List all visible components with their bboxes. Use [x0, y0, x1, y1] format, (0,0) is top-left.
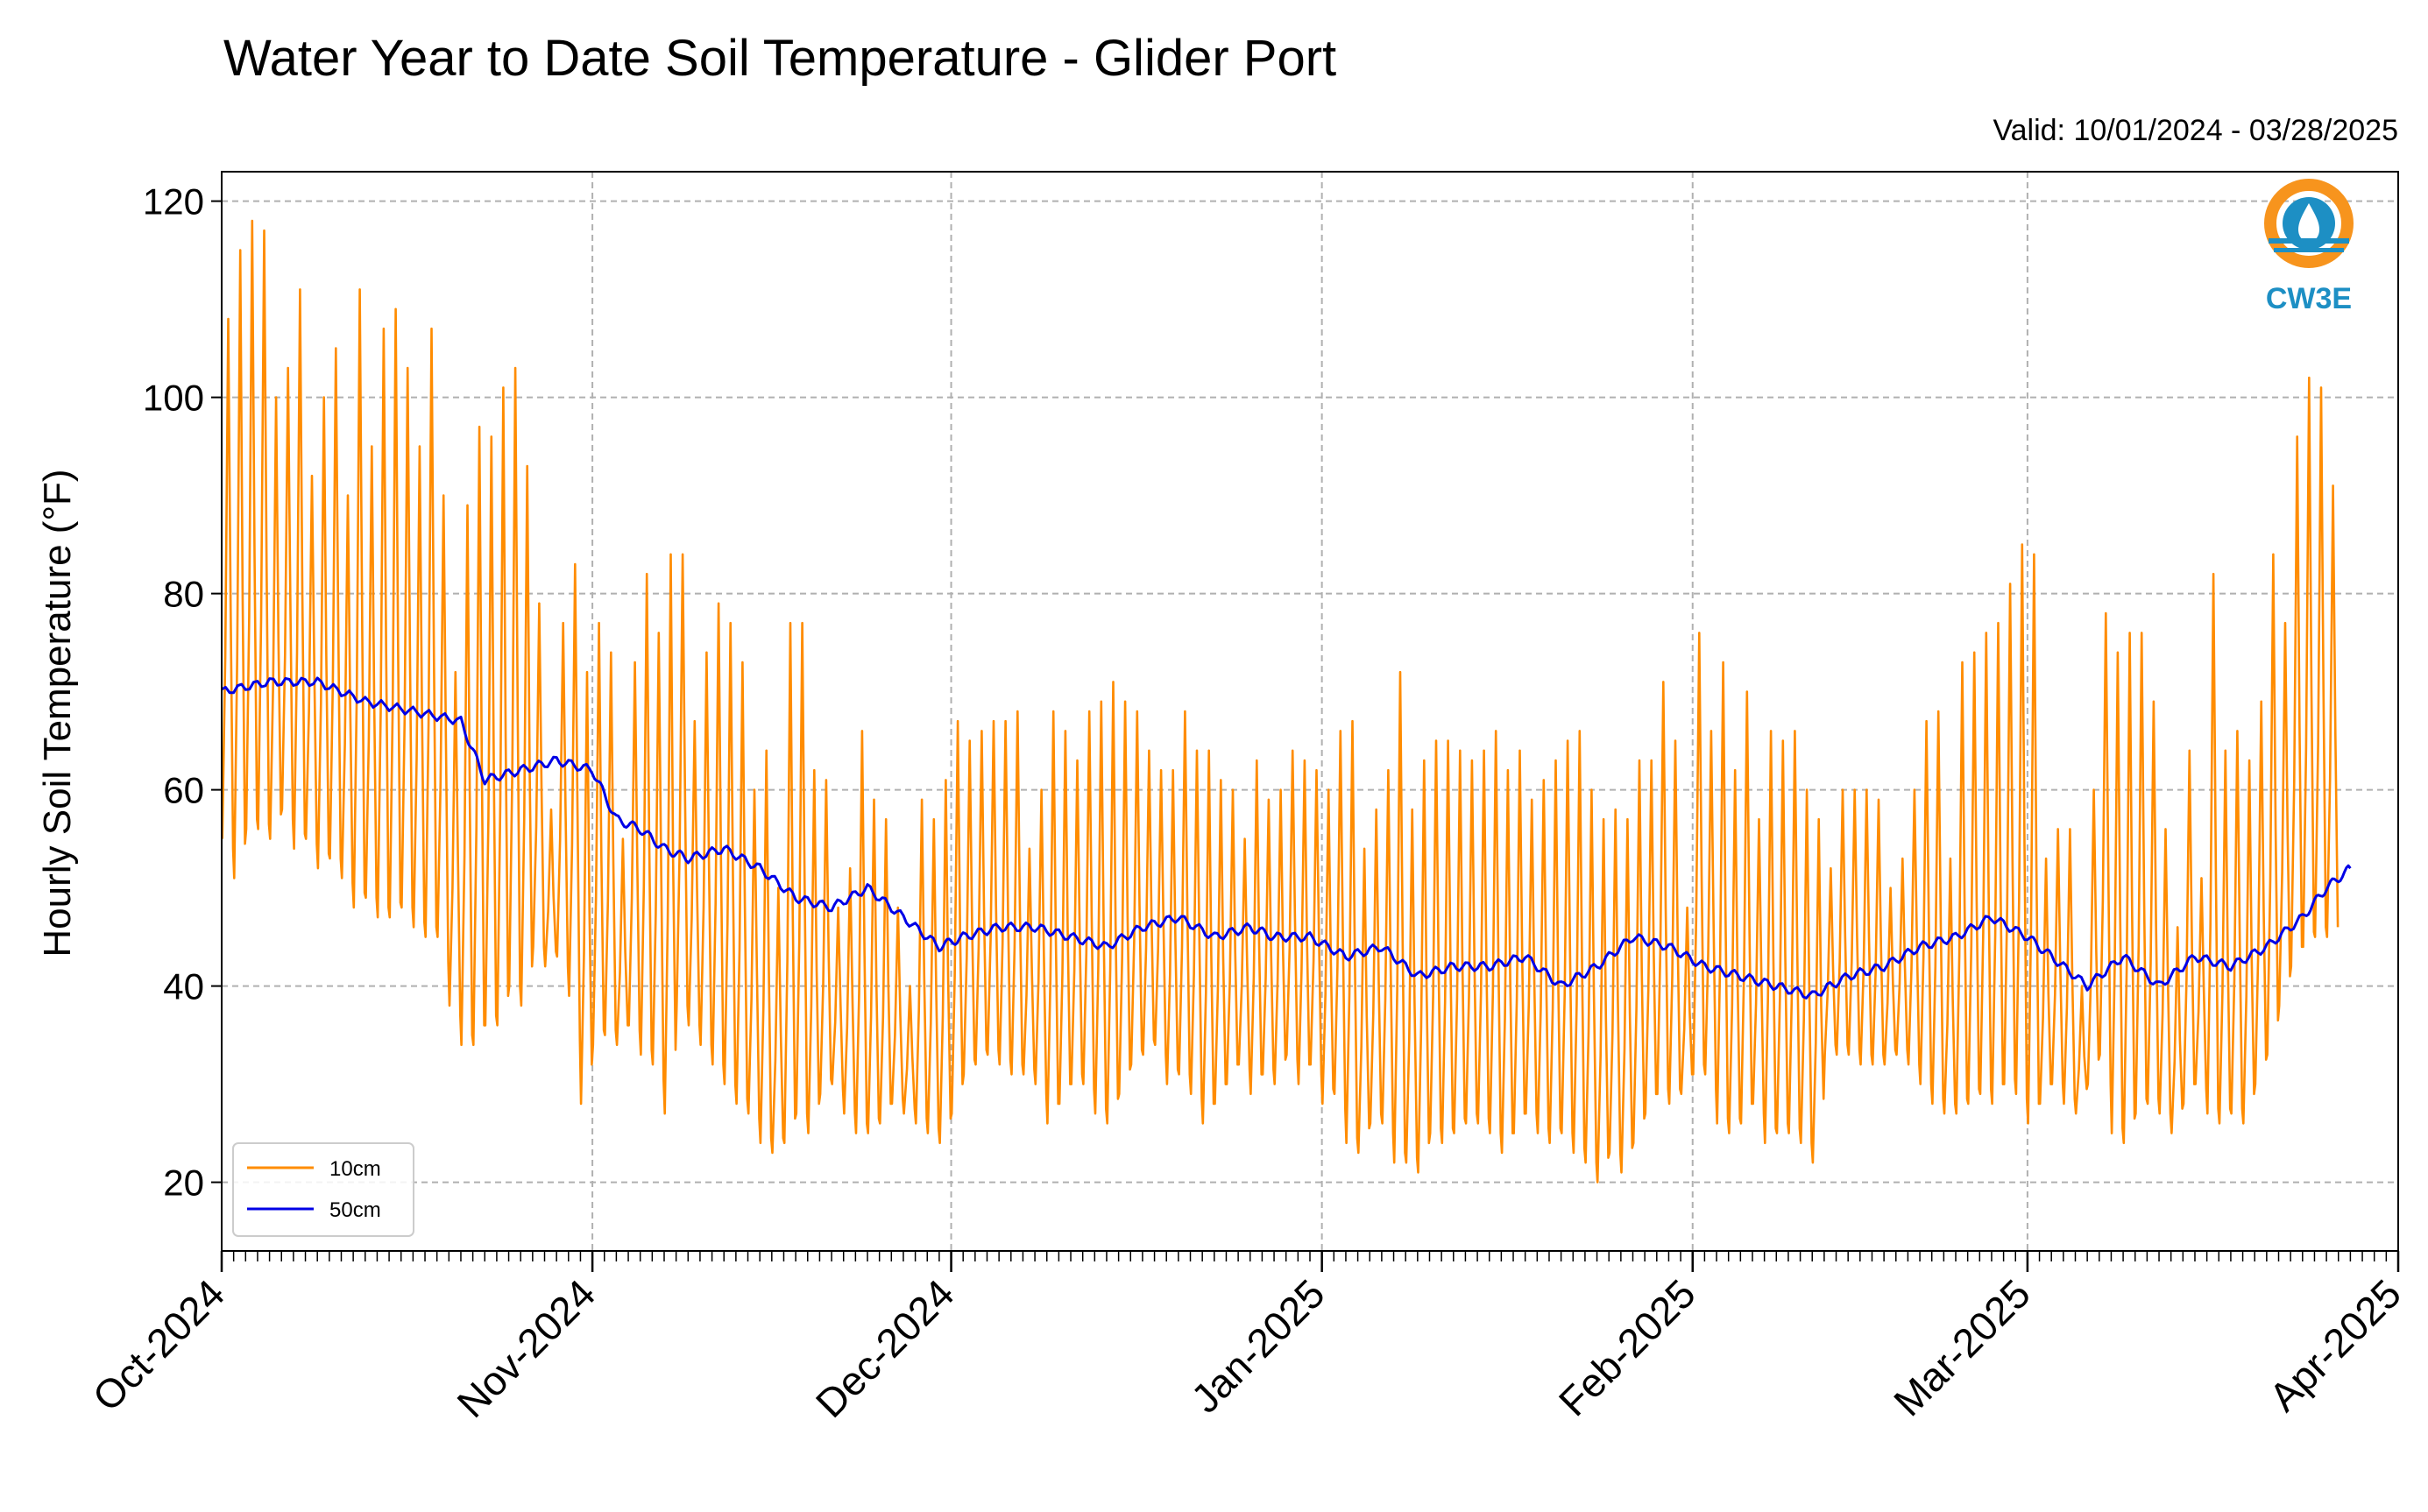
- x-tick-label: Apr-2025: [2260, 1270, 2410, 1420]
- legend-label-10cm: 10cm: [329, 1157, 381, 1181]
- plot-frame: [221, 171, 2399, 1252]
- x-tick-label: Dec-2024: [807, 1270, 963, 1426]
- legend-label-50cm: 50cm: [329, 1198, 381, 1222]
- logo-ring-icon: [2264, 179, 2354, 268]
- x-tick-label: Feb-2025: [1550, 1270, 1704, 1424]
- axes-layer: [211, 171, 2400, 1272]
- grid-lines: [221, 172, 2399, 1251]
- logo-wave-band-2: [2274, 248, 2344, 252]
- y-tick-label: 20: [163, 1162, 204, 1204]
- legend: 10cm 50cm: [232, 1142, 414, 1237]
- chart-subtitle: Valid: 10/01/2024 - 03/28/2025: [1993, 114, 2398, 147]
- x-tick-label: Mar-2025: [1885, 1270, 2039, 1424]
- y-tick-label: 60: [163, 770, 204, 811]
- legend-box: [232, 1142, 414, 1237]
- series-line-50cm: [221, 676, 2352, 1000]
- water-drop-icon: [2298, 203, 2319, 242]
- x-tick-label: Jan-2025: [1182, 1270, 1333, 1421]
- y-tick-label: 40: [163, 966, 204, 1007]
- chart-title: Water Year to Date Soil Temperature - Gl…: [223, 30, 1336, 87]
- logo-wave-band: [2269, 238, 2349, 244]
- cw3e-logo: CW3E: [2264, 179, 2354, 315]
- y-tick-label: 100: [143, 378, 204, 419]
- y-tick-label: 80: [163, 574, 204, 615]
- x-tick-label: Oct-2024: [84, 1270, 234, 1420]
- y-tick-label: 120: [143, 181, 204, 223]
- logo-text: CW3E: [2266, 282, 2352, 315]
- x-tick-label: Nov-2024: [448, 1270, 604, 1426]
- series-line-10cm: [221, 219, 2340, 1183]
- y-axis-label: Hourly Soil Temperature (°F): [36, 469, 79, 957]
- series-layer: [221, 219, 2352, 1183]
